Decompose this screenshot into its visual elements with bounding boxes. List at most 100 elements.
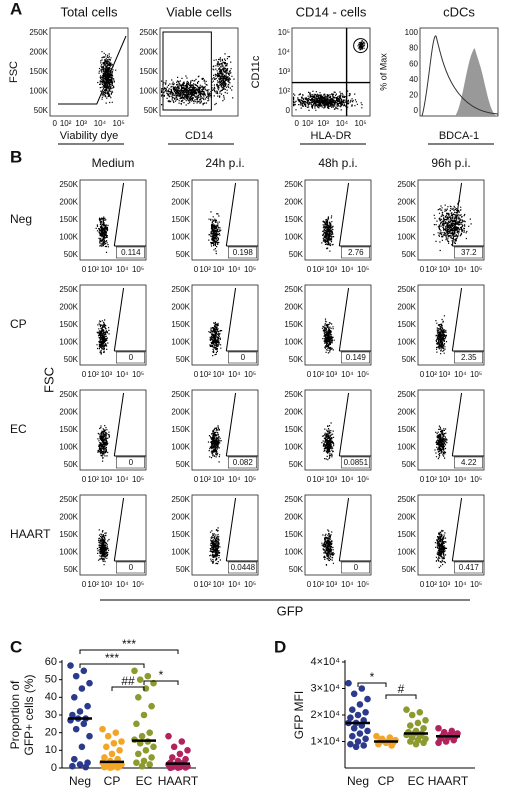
gate-value: 0.0851 bbox=[344, 458, 369, 467]
events bbox=[97, 425, 110, 462]
x-tick-label: 10⁴ bbox=[341, 370, 354, 379]
x-tick-label: 10² bbox=[312, 475, 324, 484]
y-tick-label: 50K bbox=[176, 460, 191, 469]
y-axis-label: CD11c bbox=[250, 55, 262, 88]
y-tick-label: 250K bbox=[171, 390, 190, 399]
events bbox=[321, 422, 335, 461]
plot-frame bbox=[417, 284, 485, 366]
data-point bbox=[362, 709, 369, 716]
plot-title: cDCs bbox=[443, 4, 475, 19]
data-point bbox=[131, 667, 138, 675]
x-tick-label: 10⁵ bbox=[244, 475, 256, 484]
data-point bbox=[403, 706, 410, 713]
significance-bracket bbox=[357, 682, 387, 687]
plot-frame bbox=[79, 284, 147, 366]
x-tick-label: 10³ bbox=[326, 580, 338, 589]
events bbox=[95, 216, 109, 253]
x-tick-label: 0 bbox=[307, 370, 312, 379]
y-axis-label: GFP MFI bbox=[292, 691, 306, 739]
x-tick-label: 0 bbox=[420, 475, 425, 484]
y-tick-label: 0 bbox=[51, 762, 57, 774]
x-tick-label: 10² bbox=[87, 475, 99, 484]
gate-value: 0.149 bbox=[346, 353, 367, 362]
x-tick-label: 10³ bbox=[317, 119, 329, 128]
y-tick-label: 150K bbox=[29, 67, 48, 76]
x-tick-label: 10⁵ bbox=[132, 580, 144, 589]
gate bbox=[113, 287, 146, 352]
histogram-fill bbox=[455, 48, 498, 116]
y-tick-label: 100K bbox=[284, 443, 303, 452]
x-tick-label: 0 bbox=[294, 119, 299, 128]
gate-value: 0 bbox=[241, 353, 246, 362]
data-point bbox=[354, 738, 362, 745]
x-tick-label: 10⁵ bbox=[244, 370, 256, 379]
data-point bbox=[150, 743, 157, 751]
y-tick-label: 100K bbox=[59, 443, 78, 452]
y-tick-label: 50K bbox=[289, 250, 304, 259]
x-tick-label: 10² bbox=[312, 370, 324, 379]
data-point bbox=[84, 702, 91, 710]
data-point bbox=[80, 667, 88, 675]
y-tick-label: 50K bbox=[64, 250, 79, 259]
y-tick-label: 100K bbox=[171, 338, 190, 347]
x-tick-label: 10⁴ bbox=[228, 265, 241, 274]
y-tick-label: 50K bbox=[64, 355, 79, 364]
gate bbox=[225, 287, 258, 352]
x-tick-label: 10³ bbox=[326, 265, 338, 274]
plot-frame bbox=[304, 389, 372, 471]
y-tick-label: 80 bbox=[409, 44, 418, 53]
y-tick-label: 10⁵ bbox=[278, 28, 290, 37]
y-tick-label: 100K bbox=[284, 338, 303, 347]
y-tick-label: 200K bbox=[284, 198, 303, 207]
data-point bbox=[345, 679, 352, 687]
data-point bbox=[170, 743, 178, 751]
gate-label-box bbox=[228, 456, 257, 469]
x-tick-label: 0 bbox=[82, 475, 87, 484]
x-tick-label: 10⁴ bbox=[116, 475, 129, 484]
y-tick-label: 200K bbox=[284, 408, 303, 417]
y-tick-label: 3×10⁴ bbox=[310, 682, 340, 694]
y-tick-label: 200K bbox=[171, 513, 190, 522]
gate bbox=[58, 35, 127, 105]
events bbox=[97, 51, 117, 104]
histogram-line bbox=[421, 35, 499, 117]
y-tick-label: 150K bbox=[397, 530, 416, 539]
data-point bbox=[349, 732, 356, 740]
y-tick-label: 20 bbox=[45, 727, 57, 739]
data-point bbox=[116, 747, 123, 754]
events bbox=[209, 527, 221, 565]
gate-label-box bbox=[116, 456, 145, 469]
y-tick-label: 200K bbox=[397, 303, 416, 312]
y-tick-label: 150K bbox=[59, 530, 78, 539]
y-tick-label: 250K bbox=[59, 285, 78, 294]
row-label: HAART bbox=[10, 527, 51, 541]
panel-label: B bbox=[10, 147, 22, 166]
y-tick-label: 200K bbox=[397, 513, 416, 522]
events bbox=[96, 319, 110, 355]
x-tick-label: 0 bbox=[307, 580, 312, 589]
data-point bbox=[67, 662, 74, 669]
x-tick-label: 10² bbox=[199, 265, 211, 274]
data-point bbox=[135, 694, 142, 701]
plot-frame bbox=[291, 27, 371, 117]
y-tick-label: 0 bbox=[286, 106, 291, 115]
events bbox=[434, 425, 448, 460]
events bbox=[434, 529, 448, 569]
y-tick-label: 100K bbox=[171, 443, 190, 452]
x-tick-label: 0 bbox=[307, 475, 312, 484]
row-label: EC bbox=[10, 422, 27, 436]
data-point bbox=[178, 738, 186, 745]
data-point bbox=[110, 739, 118, 747]
x-tick-label: 10² bbox=[312, 265, 324, 274]
y-tick-label: 250K bbox=[284, 390, 303, 399]
y-tick-label: 50K bbox=[144, 106, 159, 115]
data-point bbox=[133, 720, 140, 728]
x-tick-label: 0 bbox=[194, 475, 199, 484]
data-point bbox=[354, 711, 362, 719]
gate bbox=[451, 392, 484, 457]
data-point bbox=[71, 755, 78, 763]
gate-value: 0 bbox=[129, 563, 134, 572]
y-tick-label: 100K bbox=[139, 87, 158, 96]
gate-label-box bbox=[454, 561, 483, 574]
